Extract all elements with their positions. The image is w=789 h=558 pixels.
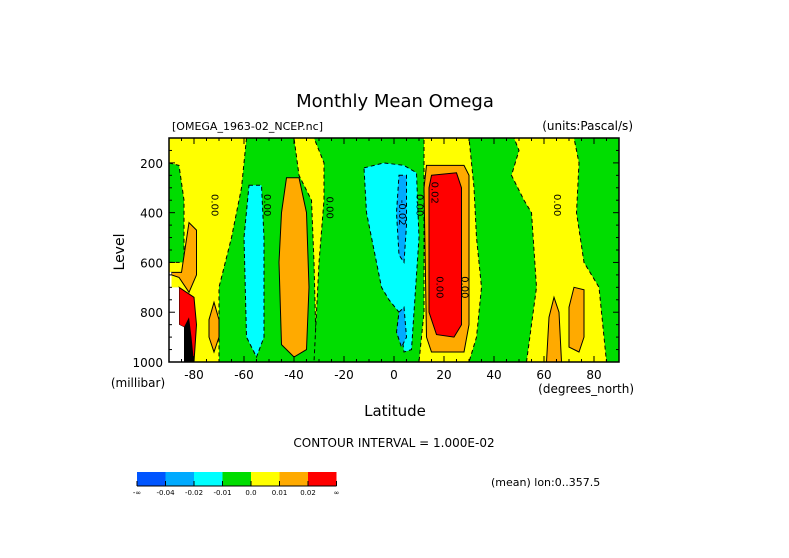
colorbar-label: 0.01 xyxy=(272,489,288,497)
y-tick-label: 1000 xyxy=(132,356,163,370)
axes: -80 -60 -40 -20 0 20 40 60 80 200 400 600 800 1000 xyxy=(132,137,620,382)
dense-contour-region xyxy=(184,317,194,362)
contour-region-green-sh-polar xyxy=(168,162,185,263)
colorbar-swatch xyxy=(279,472,308,486)
x-axis-label: Latitude xyxy=(364,402,426,420)
x-axis-units: (degrees_north) xyxy=(538,382,634,396)
colorbar-label: 0.02 xyxy=(300,489,316,497)
contour-label: 0.00 xyxy=(414,194,425,216)
contour-interval-text: CONTOUR INTERVAL = 1.000E-02 xyxy=(293,436,494,450)
masked-region xyxy=(169,272,184,362)
contour-label: 0.00 xyxy=(324,197,335,219)
colorbar-swatch xyxy=(251,472,280,486)
contour-label: 0.00 xyxy=(459,276,470,298)
mean-note: (mean) lon:0..357.5 xyxy=(491,476,600,489)
dataset-label: [OMEGA_1963-02_NCEP.nc] xyxy=(172,120,323,133)
contour-label: 0.00 xyxy=(551,194,562,216)
contour-label: 0.00 xyxy=(261,194,272,216)
colorbar-label: -0.02 xyxy=(185,489,203,497)
contour-label: 0.00 xyxy=(209,194,220,216)
x-tick-label: -80 xyxy=(184,368,204,382)
contour-region-green-nh xyxy=(468,137,538,363)
colorbar-swatch xyxy=(165,472,194,486)
x-tick-label: 0 xyxy=(390,368,398,382)
y-tick-label: 600 xyxy=(140,256,163,270)
colorbar-label: -0.04 xyxy=(156,489,175,497)
y-tick-label: 200 xyxy=(140,157,163,171)
colorbar-label: ∞ xyxy=(334,489,340,497)
x-tick-label: 40 xyxy=(486,368,501,382)
x-tick-label: -20 xyxy=(334,368,354,382)
y-axis-units: (millibar) xyxy=(111,376,165,390)
contour-region-orange-sh-polar xyxy=(171,221,197,294)
contour-region-orange-sh xyxy=(278,177,310,358)
y-tick-label: 800 xyxy=(140,306,163,320)
contour-label: 0.00 xyxy=(434,276,445,298)
colorbar-label: -0.01 xyxy=(213,489,231,497)
contour-region-orange-nh-low2 xyxy=(568,286,585,353)
x-tick-label: -40 xyxy=(284,368,304,382)
contour-region-orange-sh-low xyxy=(208,300,220,354)
contour-label: -0.02 xyxy=(396,200,407,226)
y-axis-label: Level xyxy=(112,234,128,271)
y-tick-label: 400 xyxy=(140,207,163,221)
x-tick-label: 60 xyxy=(536,368,551,382)
x-tick-label: 20 xyxy=(436,368,451,382)
colorbar: -∞ -0.04 -0.02 -0.01 0.0 0.01 0.02 ∞ xyxy=(133,472,340,497)
x-tick-label: -60 xyxy=(234,368,254,382)
colorbar-swatch xyxy=(194,472,223,486)
contour-region-cyan-sh xyxy=(243,184,265,359)
x-tick-label: 80 xyxy=(586,368,601,382)
contour-region-blue-eq-low xyxy=(395,306,408,349)
chart-title: Monthly Mean Omega xyxy=(296,91,494,112)
colorbar-swatch xyxy=(137,472,166,486)
colorbar-label: 0.0 xyxy=(245,489,256,497)
contour-region-blue-eq xyxy=(395,174,407,264)
contour-region-red-trop xyxy=(428,172,462,338)
plot-area: 0.00 0.00 0.00 -0.02 0.00 0.02 0.00 0.00 0.00 xyxy=(168,137,620,363)
contour-label: 0.02 xyxy=(429,182,440,204)
units-label: (units:Pascal/s) xyxy=(542,119,633,133)
colorbar-swatch xyxy=(308,472,337,486)
colorbar-label: -∞ xyxy=(133,489,141,497)
colorbar-swatch xyxy=(222,472,251,486)
